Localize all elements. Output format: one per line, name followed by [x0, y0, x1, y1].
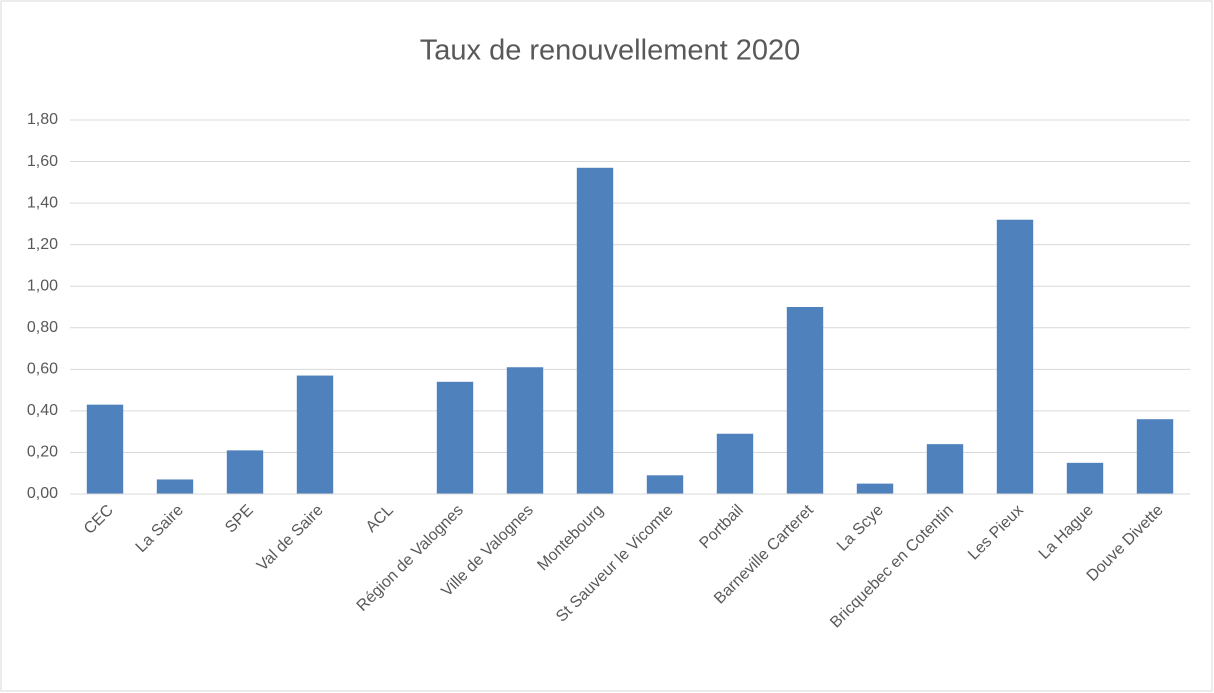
bar	[576, 167, 614, 495]
bar	[226, 450, 264, 494]
bar	[1136, 419, 1174, 494]
bar	[156, 479, 194, 494]
bar	[646, 475, 684, 494]
y-tick-label: 1,20	[27, 236, 58, 253]
y-tick-label: 1,60	[27, 153, 58, 170]
bar	[1066, 462, 1104, 494]
y-tick-label: 1,80	[27, 111, 58, 128]
y-tick-label: 1,40	[27, 194, 58, 211]
bar	[86, 404, 124, 494]
y-tick-label: 0,00	[27, 485, 58, 502]
bar	[716, 433, 754, 494]
bar	[436, 381, 474, 494]
y-tick-label: 0,20	[27, 444, 58, 461]
bar	[926, 444, 964, 494]
y-tick-label: 0,60	[27, 361, 58, 378]
bar	[996, 219, 1034, 494]
bar	[506, 367, 544, 494]
y-tick-label: 0,40	[27, 402, 58, 419]
y-tick-label: 0,80	[27, 319, 58, 336]
bar	[786, 307, 824, 494]
bar	[296, 375, 334, 494]
y-tick-label: 1,00	[27, 277, 58, 294]
chart-title: Taux de renouvellement 2020	[420, 35, 800, 67]
bar	[856, 483, 894, 494]
